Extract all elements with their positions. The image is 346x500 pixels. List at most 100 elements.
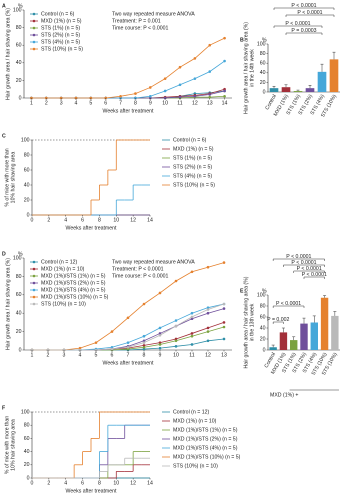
data-point bbox=[158, 332, 162, 335]
data-point bbox=[126, 341, 130, 344]
x-tick-label: 10 bbox=[113, 480, 119, 486]
data-point bbox=[208, 95, 212, 99]
significance-bracket bbox=[273, 7, 335, 10]
y-tick-label: 20 bbox=[24, 197, 30, 203]
legend-label: MXD (1%) (n = 10) bbox=[173, 418, 217, 424]
legend-marker bbox=[32, 267, 36, 271]
data-point bbox=[206, 326, 210, 330]
data-point bbox=[78, 346, 82, 350]
y-axis-label: Hair growth area / hair shaving area (%) bbox=[243, 276, 249, 368]
legend-marker bbox=[32, 295, 36, 299]
legend-label: MXD (1%) (n = 5) bbox=[41, 18, 82, 24]
error-bar bbox=[302, 317, 306, 324]
data-point bbox=[206, 311, 210, 315]
significance-label: P = 0.002 bbox=[267, 317, 289, 323]
data-point bbox=[110, 345, 114, 349]
significance-label: P < 0.0001 bbox=[302, 272, 327, 278]
annotation: Time course: P < 0.0001 bbox=[112, 273, 168, 279]
y-axis-label: 10% hair shaving area bbox=[10, 419, 16, 471]
data-point bbox=[190, 343, 194, 346]
y-tick-label: 60 bbox=[16, 292, 22, 298]
y-tick-label: 0 bbox=[27, 212, 30, 218]
y-tick-label: 20 bbox=[260, 80, 266, 86]
legend-marker bbox=[32, 288, 36, 292]
legend-label: STS (4%) (n = 5) bbox=[41, 39, 80, 45]
y-axis-label: % of mice with more than bbox=[4, 148, 10, 206]
bar bbox=[305, 88, 315, 92]
data-point bbox=[126, 347, 130, 351]
error-bar bbox=[272, 85, 276, 89]
data-point bbox=[178, 95, 182, 99]
y-unit: % bbox=[262, 37, 267, 43]
y-tick-label: 40 bbox=[260, 325, 266, 331]
y-tick-label: 100 bbox=[257, 292, 266, 298]
data-point bbox=[193, 77, 197, 80]
significance-bracket bbox=[272, 321, 284, 324]
x-tick-label: 2 bbox=[47, 480, 50, 486]
data-point bbox=[158, 346, 162, 350]
x-tick-label: 6 bbox=[104, 100, 107, 106]
legend-marker bbox=[32, 40, 36, 44]
x-axis-label: Weeks after treatment bbox=[66, 225, 117, 231]
x-tick-label: 12 bbox=[192, 100, 198, 106]
data-point bbox=[119, 94, 122, 98]
bar bbox=[269, 347, 277, 350]
legend-label: STS (1%) (n = 5) bbox=[173, 155, 212, 161]
x-tick-label: 14 bbox=[222, 100, 228, 106]
data-point bbox=[158, 341, 162, 344]
error-bar bbox=[312, 315, 316, 323]
y-unit: % bbox=[18, 251, 23, 257]
bar bbox=[331, 315, 339, 350]
data-point bbox=[222, 337, 226, 341]
legend-marker bbox=[32, 47, 36, 51]
data-point bbox=[190, 332, 194, 335]
data-point bbox=[190, 315, 194, 319]
error-bar bbox=[284, 84, 288, 88]
y-unit: % bbox=[18, 3, 23, 9]
data-point bbox=[126, 316, 130, 320]
legend-label: MXD (1%)/STS (10%) (n = 5) bbox=[173, 454, 241, 460]
legend-label: Control (n = 12) bbox=[41, 259, 77, 265]
data-point bbox=[142, 344, 146, 347]
x-tick-label: 9 bbox=[149, 100, 152, 106]
significance-bracket bbox=[272, 258, 325, 261]
significance-bracket bbox=[272, 305, 305, 308]
data-point bbox=[206, 308, 210, 311]
legend-marker bbox=[32, 33, 36, 37]
data-point bbox=[110, 347, 114, 351]
y-tick-label: 60 bbox=[24, 167, 30, 173]
legend-label: Control (n = 12) bbox=[173, 409, 209, 415]
legend-label: Control (n = 6) bbox=[41, 11, 75, 17]
legend-marker bbox=[32, 302, 36, 306]
data-point bbox=[190, 311, 194, 315]
x-tick-label: 13 bbox=[207, 100, 213, 106]
y-tick-label: 80 bbox=[24, 152, 30, 158]
x-tick-label: 4 bbox=[79, 352, 82, 358]
bar bbox=[290, 340, 298, 350]
data-point bbox=[193, 57, 197, 60]
significance-label: P < 0.0001 bbox=[291, 3, 316, 9]
x-tick-label: 5 bbox=[95, 352, 98, 358]
bar bbox=[310, 322, 318, 350]
legend-label: MXD (1%)/STS (1%) (n = 5) bbox=[41, 273, 106, 279]
annotation: Treatment: P = 0.001 bbox=[112, 18, 161, 24]
x-tick-label: 2 bbox=[47, 352, 50, 358]
y-tick-label: 80 bbox=[16, 25, 22, 31]
significance-bracket bbox=[273, 25, 323, 28]
legend-label: STS (10%) (n = 5) bbox=[173, 182, 215, 188]
panel-label: A bbox=[2, 3, 6, 9]
y-tick-label: 100 bbox=[13, 7, 22, 13]
x-tick-label: 12 bbox=[205, 352, 211, 358]
data-point bbox=[208, 93, 212, 96]
legend-label: MXD (1%)/STS (2%) (n = 5) bbox=[173, 436, 238, 442]
data-point bbox=[174, 339, 178, 343]
x-tick-label: 4 bbox=[64, 480, 67, 486]
bar bbox=[269, 88, 279, 92]
significance-bracket bbox=[293, 270, 325, 273]
bar bbox=[279, 332, 288, 350]
y-tick-label: 40 bbox=[16, 60, 22, 66]
data-point bbox=[222, 321, 226, 324]
bar bbox=[329, 59, 339, 92]
y-tick-label: 80 bbox=[24, 423, 30, 429]
